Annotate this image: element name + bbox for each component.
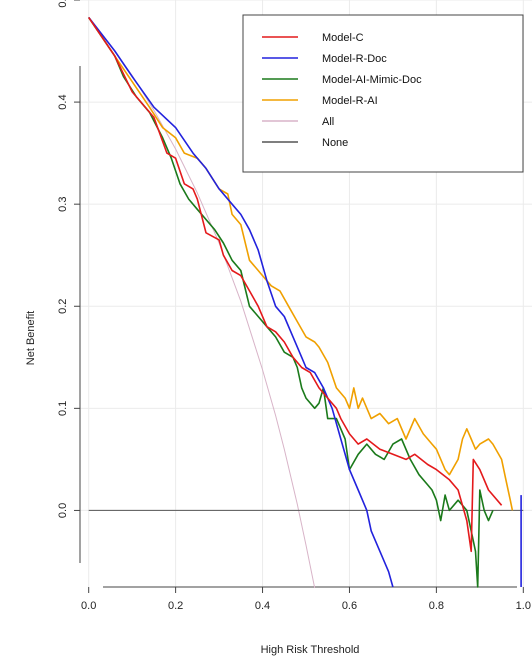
series-line-model-r-doc [88,16,394,588]
legend-label-none: None [322,137,348,149]
y-tick-label: 0.2 [57,299,69,314]
y-tick-label: 0.1 [57,401,69,416]
x-tick-label: 0.4 [255,600,270,612]
y-axis-title: Net Benefit [25,311,37,365]
y-tick-label: 0.4 [57,94,69,109]
y-tick-label: 0.3 [57,197,69,212]
axes: 0.0 0.2 0.4 0.6 0.8 1.0 0.0 0.1 0.2 0.3 0.4 0.5 [57,0,531,612]
y-tick-label: 0.5 [57,0,69,8]
legend-label-model-r-ai: Model-R-AI [322,95,378,107]
series [88,16,524,589]
legend-label-model-r-doc: Model-R-Doc [322,53,387,65]
legend: Model-C Model-R-Doc Model-AI-Mimic-Doc Mode… [242,14,524,173]
x-tick-label: 0.8 [429,600,444,612]
legend-label-model-c: Model-C [322,32,364,44]
x-tick-label: 0.0 [81,600,96,612]
series-line-model-c [88,16,503,553]
x-tick-label: 0.6 [342,600,357,612]
series-line-model-ai-mimic-doc [88,16,494,588]
x-tick-label: 0.2 [168,600,183,612]
legend-box [242,14,524,173]
x-axis-title: High Risk Threshold [261,644,360,656]
x-tick-label: 1.0 [516,600,531,612]
legend-label-all: All [322,116,334,128]
y-tick-label: 0.0 [57,503,69,518]
legend-label-model-ai-mimic-doc: Model-AI-Mimic-Doc [322,74,422,86]
